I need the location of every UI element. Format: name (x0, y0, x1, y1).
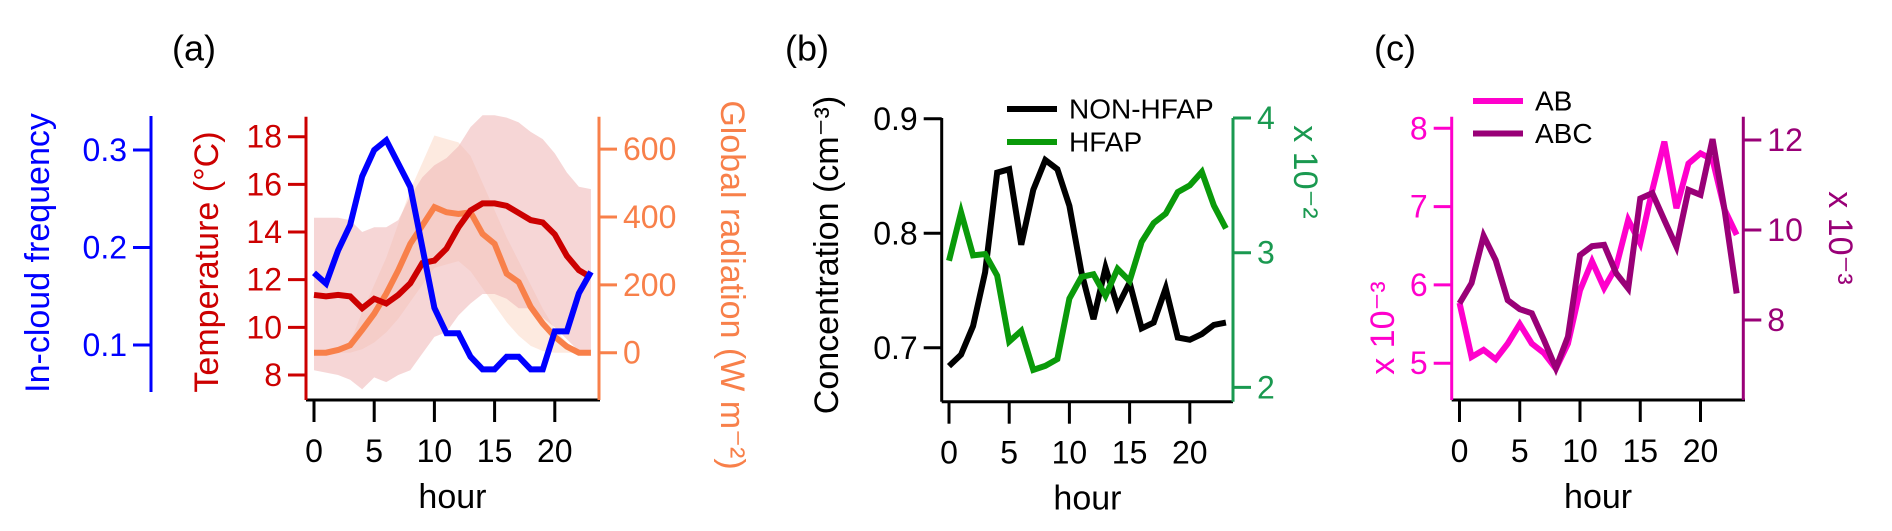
x-tick-label: 0 (940, 435, 958, 471)
x-axis-label: hour (1053, 480, 1121, 518)
y-tick-label-conc: 0.8 (873, 215, 917, 251)
y-tick-label-rad: 200 (623, 267, 676, 303)
y-tick-label-rad: 600 (623, 131, 676, 167)
x-tick-label: 5 (1000, 435, 1018, 471)
y-tick-label-freq: 0.1 (83, 327, 127, 363)
panel-c-title: (c) (1374, 28, 1416, 69)
x-axis-label: hour (418, 478, 486, 516)
panel-a: 0 5 10 15 20 hour 0.1 0.2 0.3 In-cloud frequency 8… (19, 100, 751, 516)
legend-label: NON-HFAP (1069, 94, 1214, 125)
y-tick-label-hfap: 4 (1257, 100, 1275, 136)
band-temp (314, 115, 591, 390)
x-tick-label: 20 (1683, 433, 1719, 469)
y-tick-label-abc: 8 (1767, 302, 1785, 338)
y-tick-label-ab: 6 (1410, 267, 1428, 303)
y-tick-label-ab: 8 (1410, 110, 1428, 146)
x-tick-label: 0 (1451, 433, 1469, 469)
legend-label: HFAP (1069, 127, 1142, 158)
x-tick-label: 15 (477, 433, 513, 469)
y-tick-label-rad: 0 (623, 335, 641, 371)
legend-label: ABC (1535, 118, 1593, 149)
series-line-rad (314, 203, 591, 356)
panel-a-title: (a) (172, 28, 216, 69)
y-axis-label-freq: In-cloud frequency (19, 113, 57, 393)
y-tick-label-hfap: 2 (1257, 369, 1275, 405)
y-tick-label-freq: 0.2 (83, 230, 127, 266)
series-line-non-hfap (946, 155, 1227, 369)
y-tick-label-ab: 7 (1410, 189, 1428, 225)
y-tick-label-rad: 400 (623, 199, 676, 235)
x-tick-label: 0 (305, 433, 323, 469)
y-axis-label-temp: Temperature (°C) (188, 131, 226, 392)
series-line-temp (313, 200, 593, 313)
series-line-hfap (946, 166, 1229, 374)
x-tick-label: 5 (365, 433, 383, 469)
y-axis-label-hfap: x 10⁻² (1286, 125, 1324, 219)
y-tick-label-abc: 10 (1767, 212, 1803, 248)
panel-b: 0 5 10 15 20 hour 0.7 0.8 0.9 Concentration (cm⁻³… (808, 94, 1324, 518)
y-tick-label-conc: 0.7 (873, 330, 917, 366)
y-tick-label-temp: 12 (246, 262, 282, 298)
y-tick-label-conc: 0.9 (873, 101, 917, 137)
x-tick-label: 15 (1112, 435, 1148, 471)
series-line-freq (312, 135, 594, 373)
y-axis-label-abc: x 10⁻³ (1821, 191, 1859, 285)
y-tick-label-temp: 18 (246, 119, 282, 155)
x-tick-label: 10 (1562, 433, 1598, 469)
series-line-abc (1456, 138, 1740, 377)
y-tick-label-abc: 12 (1767, 122, 1803, 158)
y-tick-label-hfap: 3 (1257, 235, 1275, 271)
y-tick-label-ab: 5 (1410, 345, 1428, 381)
y-tick-label-temp: 8 (264, 357, 282, 393)
y-axis-label-rad: Global radiation (W m⁻²) (713, 100, 751, 469)
x-tick-label: 10 (1052, 435, 1088, 471)
y-tick-label-temp: 16 (246, 166, 282, 202)
y-tick-label-freq: 0.3 (83, 132, 127, 168)
x-tick-label: 20 (1172, 435, 1208, 471)
x-axis-label: hour (1564, 478, 1632, 516)
x-tick-label: 10 (417, 433, 453, 469)
x-tick-label: 5 (1511, 433, 1529, 469)
panel-b-title: (b) (785, 28, 829, 69)
y-axis-label-conc: Concentration (cm⁻³) (808, 96, 846, 414)
series-line-ab (1456, 140, 1740, 375)
legend-label: AB (1535, 86, 1572, 117)
y-tick-label-temp: 14 (246, 214, 282, 250)
y-axis-label-ab: x 10⁻³ (1364, 281, 1402, 375)
y-tick-label-temp: 10 (246, 309, 282, 345)
x-tick-label: 15 (1622, 433, 1658, 469)
x-tick-label: 20 (537, 433, 573, 469)
